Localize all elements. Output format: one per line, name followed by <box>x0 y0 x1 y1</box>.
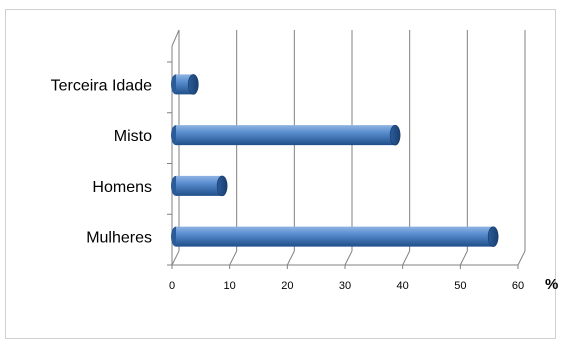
floor-line <box>344 250 353 266</box>
unit-label: % <box>545 276 558 293</box>
bar-end-cap <box>188 74 199 95</box>
chart-frame <box>5 9 556 339</box>
gridlines <box>167 29 526 269</box>
bar-end-cap <box>216 175 228 197</box>
category-label: Misto <box>114 128 152 145</box>
x-tick-label: 0 <box>169 280 175 292</box>
bar-body <box>176 175 223 196</box>
bar-homens <box>171 175 228 197</box>
x-tick-labels: 0 10 20 30 40 50 60 <box>169 280 524 292</box>
bar-body <box>176 125 396 146</box>
floor-line <box>171 250 180 266</box>
x-tick-label: 30 <box>339 280 351 292</box>
wall-edge <box>171 29 180 47</box>
x-tick-label: 40 <box>397 280 409 292</box>
floor-line <box>229 250 238 266</box>
floor-line <box>459 250 468 266</box>
category-labels: Mulheres Homens Misto Terceira Idade <box>51 77 152 246</box>
x-tick-label: 60 <box>512 280 524 292</box>
bar-mulheres <box>171 226 499 247</box>
floor-line <box>286 250 295 266</box>
bars <box>171 74 499 247</box>
bar-terceira-idade <box>171 74 199 95</box>
bar-end-cap <box>389 124 401 146</box>
bar-end-cap <box>487 226 499 247</box>
floor-line <box>517 250 526 266</box>
x-tick-label: 10 <box>224 280 236 292</box>
x-tick-label: 50 <box>454 280 466 292</box>
category-label: Mulheres <box>86 230 152 247</box>
category-label: Homens <box>92 179 152 196</box>
category-label: Terceira Idade <box>51 77 152 94</box>
floor-line <box>402 250 411 266</box>
bar-misto <box>171 124 401 146</box>
bar-body <box>176 226 494 247</box>
x-tick-label: 20 <box>281 280 293 292</box>
